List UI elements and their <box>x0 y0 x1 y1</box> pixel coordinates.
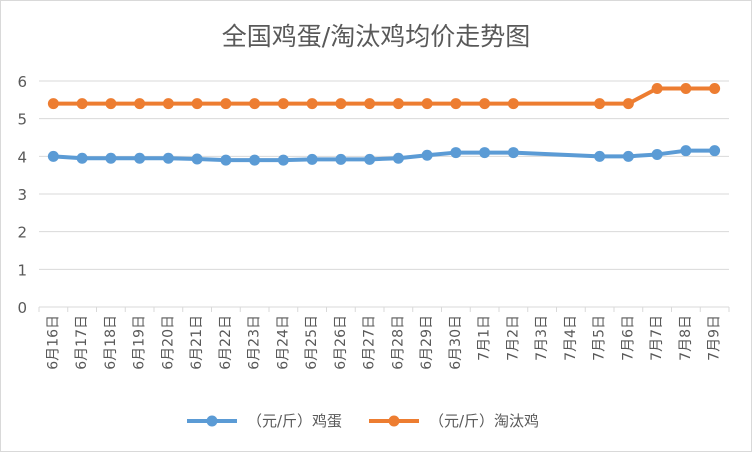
x-tick-label: 7月4日 <box>563 315 579 361</box>
data-point <box>392 98 404 110</box>
x-tick-label: 6月28日 <box>390 315 406 370</box>
data-point <box>105 98 117 110</box>
y-tick-label: 0 <box>17 299 27 317</box>
x-tick-label: 6月24日 <box>275 315 291 370</box>
data-point <box>479 147 491 159</box>
x-tick-label: 7月9日 <box>707 315 723 361</box>
data-point <box>134 98 146 110</box>
y-tick-label: 2 <box>17 224 27 242</box>
data-point <box>622 150 634 162</box>
y-tick-label: 1 <box>17 261 27 279</box>
data-point <box>680 83 692 95</box>
data-point <box>335 153 347 165</box>
x-tick-label: 7月8日 <box>678 315 694 361</box>
y-tick-label: 5 <box>17 111 27 129</box>
x-tick-label: 6月25日 <box>304 315 320 370</box>
x-tick-label: 6月23日 <box>247 315 263 370</box>
x-tick-label: 6月18日 <box>103 315 119 370</box>
data-point <box>651 83 663 95</box>
x-tick-label: 6月22日 <box>218 315 234 370</box>
data-point <box>507 98 519 110</box>
x-tick-label: 6月27日 <box>362 315 378 370</box>
data-point <box>335 98 347 110</box>
x-tick-label: 6月17日 <box>74 315 90 370</box>
y-tick-label: 4 <box>17 148 27 166</box>
y-tick-label: 3 <box>17 186 27 204</box>
gridlines <box>39 80 729 308</box>
data-point <box>450 98 462 110</box>
data-point <box>594 98 606 110</box>
data-point <box>220 154 232 166</box>
x-tick-label: 6月26日 <box>333 315 349 370</box>
x-tick-label: 6月16日 <box>45 315 61 370</box>
legend-swatch-marker <box>206 415 218 427</box>
data-point <box>479 98 491 110</box>
x-tick-label: 7月2日 <box>505 315 521 361</box>
x-tick-label: 6月21日 <box>189 315 205 370</box>
data-point <box>364 153 376 165</box>
data-point <box>47 150 59 162</box>
data-point <box>306 153 318 165</box>
data-point <box>709 145 721 157</box>
x-tick-label: 7月6日 <box>620 315 636 361</box>
x-tick-label: 7月7日 <box>649 315 665 361</box>
data-point <box>594 150 606 162</box>
legend-label: （元/斤）淘汰鸡 <box>429 412 539 430</box>
data-point <box>249 154 261 166</box>
data-point <box>622 98 634 110</box>
data-point <box>76 152 88 164</box>
legend-label: （元/斤）鸡蛋 <box>247 412 342 430</box>
legend: （元/斤）鸡蛋 （元/斤）淘汰鸡 <box>187 412 539 430</box>
data-point <box>47 98 59 110</box>
x-tick-label: 6月30日 <box>448 315 464 370</box>
data-point <box>105 152 117 164</box>
x-tick-label: 7月5日 <box>592 315 608 361</box>
data-point <box>651 148 663 160</box>
data-point <box>507 147 519 159</box>
y-tick-label: 6 <box>17 73 27 91</box>
series-line-0 <box>51 148 717 163</box>
data-point <box>421 98 433 110</box>
x-tick-label: 6月20日 <box>160 315 176 370</box>
data-point <box>191 98 203 110</box>
chart-title: 全国鸡蛋/淘汰鸡均价走势图 <box>222 22 530 51</box>
data-point <box>76 98 88 110</box>
data-point <box>162 98 174 110</box>
data-point <box>191 153 203 165</box>
series-layer <box>47 83 721 166</box>
data-point <box>249 98 261 110</box>
data-point <box>220 98 232 110</box>
x-tick-label: 7月1日 <box>477 315 493 361</box>
data-point <box>162 152 174 164</box>
data-point <box>680 145 692 157</box>
data-point <box>134 152 146 164</box>
data-point <box>277 154 289 166</box>
series-line-1 <box>51 86 717 106</box>
data-point <box>709 83 721 95</box>
x-tick-label: 6月19日 <box>132 315 148 370</box>
data-point <box>306 98 318 110</box>
y-axis: 0 1 2 3 4 5 6 <box>17 73 27 317</box>
data-point <box>421 149 433 161</box>
data-point <box>364 98 376 110</box>
legend-swatch-marker <box>388 415 400 427</box>
x-tick-label: 6月29日 <box>419 315 435 370</box>
data-point <box>450 147 462 159</box>
data-point <box>277 98 289 110</box>
x-axis: 6月16日 6月17日 6月18日 6月19日 6月20日 6月21日 6月22日 6月23日… <box>38 307 730 370</box>
data-point <box>392 152 404 164</box>
x-tick-label: 7月3日 <box>534 315 550 361</box>
